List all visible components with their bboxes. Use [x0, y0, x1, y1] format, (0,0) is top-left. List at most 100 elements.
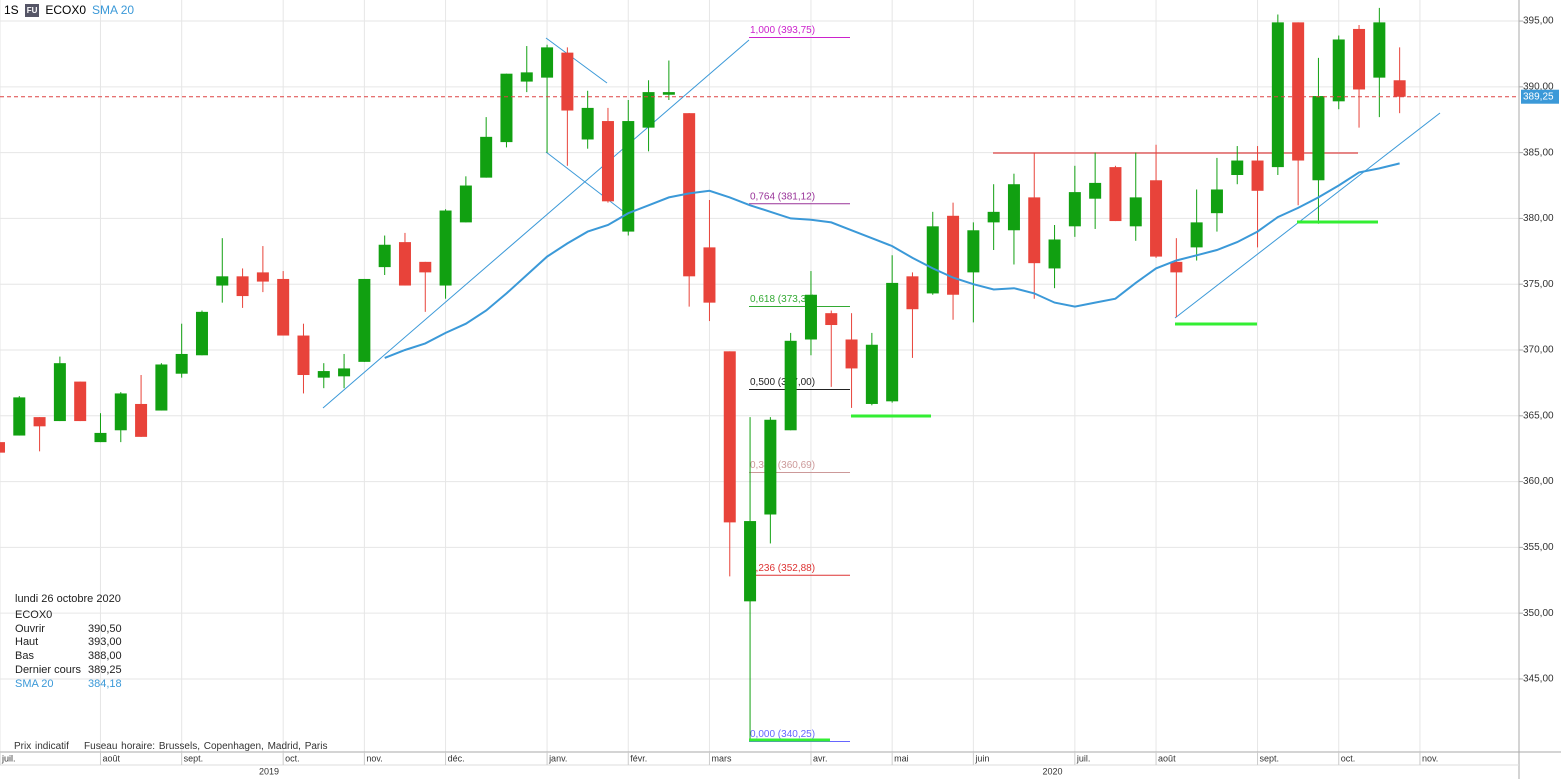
x-tick-label: nov.: [366, 753, 382, 763]
candle-body: [1210, 189, 1223, 214]
candle-body: [33, 417, 46, 427]
y-tick-label: 345,00: [1523, 674, 1554, 685]
candle-body: [1292, 22, 1305, 161]
candle-body: [155, 364, 168, 411]
y-tick-label: 360,00: [1523, 476, 1554, 487]
candle-body: [744, 521, 757, 602]
info-date: lundi 26 octobre 2020: [15, 593, 121, 605]
info-value: 384,18: [88, 677, 122, 690]
year-label: 2020: [1043, 766, 1063, 776]
info-label: Haut: [15, 636, 39, 649]
x-tick-label: juil.: [1, 753, 16, 763]
candle-body: [662, 92, 675, 95]
candle-body: [317, 371, 330, 378]
year-label: 2019: [259, 766, 279, 776]
candle-body: [13, 397, 26, 436]
candle-body: [459, 185, 472, 223]
fib-label: 0,000 (340,25): [750, 729, 815, 740]
candle-body: [256, 272, 269, 282]
y-tick-label: 395,00: [1523, 16, 1554, 27]
x-tick-label: oct.: [1341, 753, 1356, 763]
footer: Prix indicatif Fuseau horaire: Brussels,…: [14, 741, 328, 752]
x-tick-label: nov.: [1422, 753, 1438, 763]
candle-body: [865, 344, 878, 404]
candle-body: [1109, 167, 1122, 222]
candle-body: [1271, 22, 1284, 168]
candle-body: [1170, 261, 1183, 273]
candle-body: [1353, 28, 1366, 90]
indicator: SMA 20: [92, 3, 135, 17]
fib-label: 0,618 (373,31): [750, 294, 815, 305]
y-tick-label: 365,00: [1523, 410, 1554, 421]
candle-body: [926, 226, 939, 294]
x-tick-label: mai: [894, 753, 909, 763]
candle-body: [358, 278, 371, 362]
candle-body: [338, 368, 351, 377]
candle-body: [723, 351, 736, 523]
last-price-box: [1521, 89, 1559, 104]
candle-body: [1048, 239, 1061, 269]
candle-body: [439, 210, 452, 286]
footer-note: Prix indicatif: [14, 741, 69, 752]
candle-body: [1231, 160, 1244, 176]
trend-line: [1174, 112, 1441, 319]
info-label: Dernier cours: [15, 663, 82, 676]
candle-body: [1129, 197, 1142, 227]
candle-body: [967, 230, 980, 273]
candle-body: [561, 52, 574, 111]
x-tick-label: oct.: [285, 753, 300, 763]
candles: [0, 7, 1406, 741]
candle-body: [1373, 22, 1386, 78]
fibonacci: 1,000 (393,75) 0,764 (381,12) 0,618 (373,3…: [749, 25, 850, 742]
candle-body: [683, 113, 696, 277]
candle-body: [947, 215, 960, 295]
candle-body: [622, 121, 635, 232]
trend-line: [322, 39, 750, 409]
info-row: Dernier cours 389,25: [15, 664, 122, 678]
x-tick-label: août: [102, 753, 120, 763]
candle-body: [541, 47, 554, 78]
candle-body: [114, 393, 127, 431]
info-value: 390,50: [88, 622, 122, 635]
info-value: 389,25: [88, 663, 122, 676]
y-tick-label: 385,00: [1523, 147, 1554, 158]
candle-body: [74, 381, 87, 422]
candle-body: [886, 282, 899, 402]
candle-body: [236, 276, 249, 297]
badge: FU: [24, 3, 40, 17]
candle-body: [297, 335, 310, 376]
info-label: SMA 20: [15, 677, 54, 690]
candle-body: [784, 340, 797, 431]
fib-label: 0,764 (381,12): [750, 191, 815, 202]
candle-body: [906, 276, 919, 310]
info-label: Ouvrir: [15, 622, 45, 635]
trend-line: [545, 37, 608, 84]
candle-body: [1007, 184, 1020, 231]
x-tick-label: sept.: [184, 753, 204, 763]
candle-body: [642, 92, 655, 128]
candle-body: [94, 432, 107, 443]
header: 1S FU ECOX0 SMA 20: [4, 3, 134, 17]
info-value: 393,00: [88, 636, 122, 649]
y-tick-label: 380,00: [1523, 213, 1554, 224]
x-tick-label: sept.: [1260, 753, 1280, 763]
footer-timezone: Fuseau horaire: Brussels, Copenhagen, Ma…: [84, 741, 328, 752]
candle-body: [378, 244, 391, 268]
fib-label: 0,236 (352,88): [750, 563, 815, 574]
x-tick-label: déc.: [448, 753, 465, 763]
candle-body: [0, 442, 5, 453]
info-panel: lundi 26 octobre 2020 ECOX0 Ouvrir 390,50…: [15, 593, 122, 692]
candle-body: [1150, 180, 1163, 257]
last-price-label: 389,25: [1523, 91, 1554, 102]
candle-body: [804, 294, 817, 340]
candle-body: [601, 121, 614, 202]
candle-body: [520, 72, 533, 82]
info-label: Bas: [15, 650, 34, 663]
candle-body: [175, 353, 188, 374]
sma-line: [384, 162, 1400, 359]
info-value: 388,00: [88, 650, 122, 663]
candle-body: [703, 247, 716, 303]
